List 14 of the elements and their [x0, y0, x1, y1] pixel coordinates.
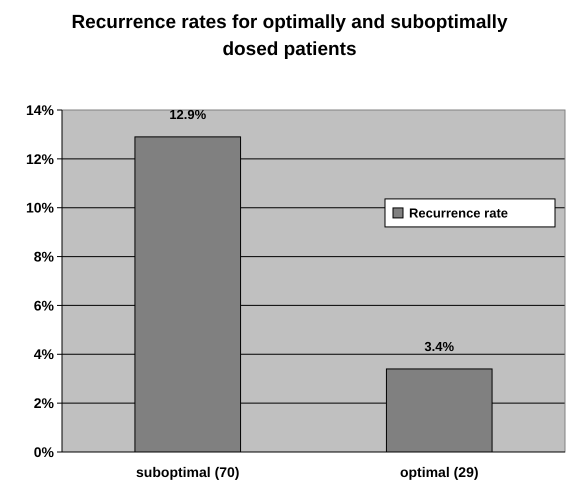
- y-tick-label: 4%: [34, 346, 55, 362]
- y-tick-label: 14%: [26, 102, 55, 118]
- text: 3.4%: [424, 338, 454, 354]
- y-tick-label: 6%: [34, 297, 55, 314]
- x-tick-label: optimal (29): [400, 464, 479, 480]
- y-tick-label: 12%: [26, 150, 55, 167]
- y-tick-label: 10%: [26, 200, 55, 216]
- y-tick-label: 0%: [34, 444, 55, 460]
- y-tick-label: 2%: [34, 395, 55, 412]
- y-tick-label: 8%: [34, 248, 55, 264]
- legend-label: Recurrence rate: [409, 205, 508, 220]
- text: 12.9%: [169, 106, 206, 122]
- x-tick-label: suboptimal (70): [136, 464, 240, 480]
- chart-title: Recurrence rates for optimally and suboptimally dosed patients: [71, 12, 508, 60]
